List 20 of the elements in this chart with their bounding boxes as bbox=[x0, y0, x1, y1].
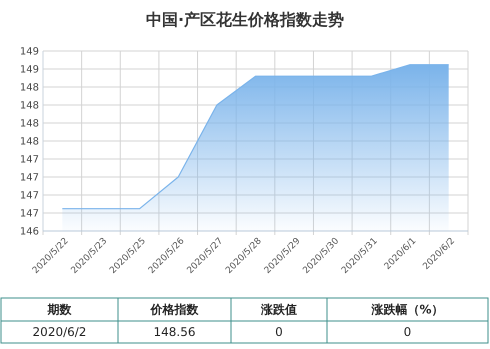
text: 148.56 bbox=[154, 325, 196, 340]
y-tick-label: 147 bbox=[20, 190, 39, 202]
y-tick-label: 147 bbox=[20, 208, 39, 220]
y-tick-label: 148 bbox=[20, 136, 39, 148]
y-tick-label: 148 bbox=[20, 100, 39, 112]
y-tick-label: 147 bbox=[20, 154, 39, 166]
text: 2020/6/2 bbox=[32, 325, 86, 340]
category-label: 期数 bbox=[46, 302, 72, 317]
category-label: 涨跌值 bbox=[260, 302, 297, 317]
y-tick-label: 148 bbox=[20, 82, 39, 94]
y-tick-label: 149 bbox=[20, 46, 39, 58]
chart-title: 中国·产区花生价格指数走势 bbox=[146, 10, 344, 29]
text: 0 bbox=[404, 325, 412, 340]
y-tick-label: 149 bbox=[20, 64, 39, 76]
y-tick-label: 146 bbox=[20, 226, 39, 238]
category-label: 涨跌幅（%） bbox=[370, 302, 444, 317]
y-tick-label: 147 bbox=[20, 172, 39, 184]
text: 0 bbox=[275, 325, 283, 340]
category-label: 价格指数 bbox=[150, 302, 200, 317]
y-tick-label: 148 bbox=[20, 118, 39, 130]
